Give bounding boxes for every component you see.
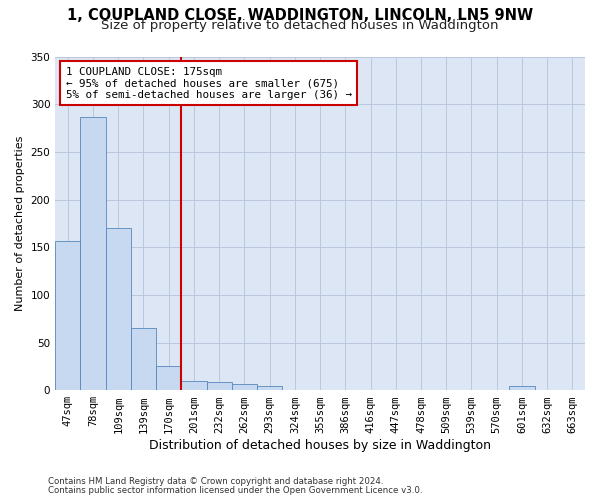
Text: Size of property relative to detached houses in Waddington: Size of property relative to detached ho…: [101, 18, 499, 32]
X-axis label: Distribution of detached houses by size in Waddington: Distribution of detached houses by size …: [149, 440, 491, 452]
Bar: [509, 386, 535, 390]
Bar: [257, 386, 282, 390]
Text: Contains HM Land Registry data © Crown copyright and database right 2024.: Contains HM Land Registry data © Crown c…: [48, 477, 383, 486]
Bar: [106, 228, 131, 390]
Bar: [156, 366, 181, 390]
Bar: [55, 240, 80, 390]
Bar: [206, 382, 232, 390]
Text: Contains public sector information licensed under the Open Government Licence v3: Contains public sector information licen…: [48, 486, 422, 495]
Bar: [181, 380, 206, 390]
Bar: [131, 328, 156, 390]
Text: 1, COUPLAND CLOSE, WADDINGTON, LINCOLN, LN5 9NW: 1, COUPLAND CLOSE, WADDINGTON, LINCOLN, …: [67, 8, 533, 22]
Text: 1 COUPLAND CLOSE: 175sqm
← 95% of detached houses are smaller (675)
5% of semi-d: 1 COUPLAND CLOSE: 175sqm ← 95% of detach…: [66, 66, 352, 100]
Y-axis label: Number of detached properties: Number of detached properties: [15, 136, 25, 311]
Bar: [232, 384, 257, 390]
Bar: [80, 116, 106, 390]
